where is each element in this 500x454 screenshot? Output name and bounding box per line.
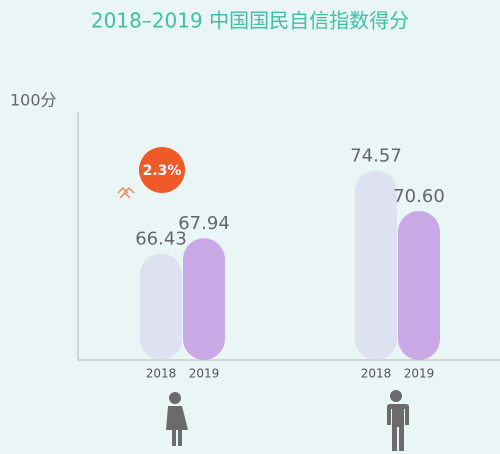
y-axis-label: 100分 xyxy=(10,91,57,110)
series-label: 2019 xyxy=(189,367,220,381)
value-label: 66.43 xyxy=(135,229,187,250)
icon-head xyxy=(390,390,402,402)
badge-text: 2.3% xyxy=(143,163,182,179)
bar xyxy=(140,253,182,360)
series-label: 2018 xyxy=(361,367,392,381)
value-label: 67.94 xyxy=(178,213,230,234)
bar xyxy=(355,170,397,360)
value-label: 70.60 xyxy=(393,186,445,207)
male-icon xyxy=(386,390,409,451)
icon-body xyxy=(386,404,409,451)
chevrons xyxy=(117,186,135,199)
badge: 2.3% xyxy=(117,147,185,199)
female-icon xyxy=(166,392,188,446)
bar xyxy=(183,238,225,360)
bar xyxy=(398,211,440,360)
icon-head xyxy=(169,392,181,404)
badge-circle xyxy=(139,147,185,193)
icon-body xyxy=(166,406,188,446)
series-label: 2019 xyxy=(404,367,435,381)
series-label: 2018 xyxy=(146,367,177,381)
chart-title: 2018–2019 中国国民自信指数得分 xyxy=(91,9,409,33)
value-label: 74.57 xyxy=(350,146,402,167)
